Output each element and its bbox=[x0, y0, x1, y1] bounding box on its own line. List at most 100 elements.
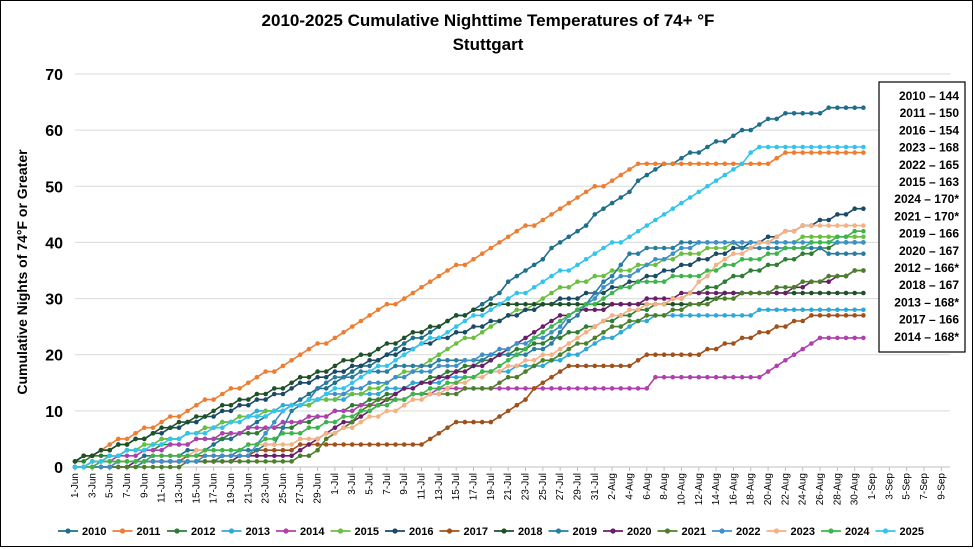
data-point-2012 bbox=[713, 285, 719, 290]
data-point-2015 bbox=[809, 234, 814, 240]
data-point-2024 bbox=[774, 251, 779, 256]
data-point-2010 bbox=[297, 397, 303, 402]
data-point-2017 bbox=[323, 442, 329, 447]
data-point-2025 bbox=[661, 212, 667, 217]
data-point-2014 bbox=[696, 374, 702, 380]
data-point-2010 bbox=[852, 105, 857, 110]
data-point-2025 bbox=[176, 436, 182, 442]
data-point-2022 bbox=[332, 391, 338, 397]
data-point-2017 bbox=[419, 442, 424, 447]
data-point-2021 bbox=[670, 307, 676, 313]
data-point-2024 bbox=[133, 459, 138, 464]
data-point-2018 bbox=[488, 301, 494, 307]
data-point-2021 bbox=[306, 453, 312, 459]
data-point-2025 bbox=[272, 408, 277, 414]
data-point-2018 bbox=[168, 425, 173, 431]
data-point-2017 bbox=[575, 363, 580, 369]
data-point-2020 bbox=[462, 369, 468, 374]
data-point-2012 bbox=[705, 285, 710, 290]
data-point-2013 bbox=[575, 352, 580, 358]
data-point-2013 bbox=[739, 313, 745, 318]
data-point-2018 bbox=[116, 442, 121, 447]
data-point-2025 bbox=[843, 144, 849, 150]
data-point-2016 bbox=[670, 268, 676, 273]
data-point-2019 bbox=[757, 245, 762, 251]
data-point-2014 bbox=[523, 386, 528, 391]
data-point-2017 bbox=[349, 442, 355, 447]
data-point-2018 bbox=[272, 386, 277, 391]
data-point-2019 bbox=[575, 313, 580, 318]
data-point-2023 bbox=[436, 391, 442, 397]
data-point-2020 bbox=[601, 307, 606, 313]
legend-swatch-marker bbox=[719, 528, 725, 534]
data-point-2020 bbox=[774, 290, 779, 296]
data-point-2010 bbox=[757, 122, 762, 127]
data-point-2025 bbox=[783, 144, 788, 150]
data-point-2010 bbox=[627, 189, 632, 195]
data-point-2025 bbox=[332, 386, 338, 391]
data-point-2024 bbox=[670, 273, 676, 279]
data-point-2015 bbox=[427, 358, 433, 363]
data-point-2023 bbox=[514, 363, 520, 369]
data-point-2019 bbox=[566, 318, 572, 324]
data-point-2018 bbox=[679, 301, 684, 307]
data-point-2012 bbox=[367, 397, 372, 402]
data-point-2024 bbox=[696, 273, 702, 279]
data-point-2023 bbox=[809, 223, 814, 228]
data-point-2014 bbox=[228, 431, 234, 436]
data-point-2014 bbox=[791, 352, 797, 358]
data-point-2025 bbox=[375, 363, 381, 369]
data-point-2015 bbox=[263, 408, 268, 414]
data-point-2019 bbox=[661, 245, 667, 251]
data-point-2017 bbox=[653, 352, 658, 358]
data-point-2025 bbox=[263, 414, 268, 419]
data-point-2022 bbox=[185, 459, 190, 464]
data-point-2016 bbox=[731, 245, 736, 251]
data-point-2015 bbox=[583, 279, 589, 285]
data-point-2025 bbox=[471, 313, 476, 318]
data-point-2018 bbox=[531, 301, 537, 307]
data-point-2017 bbox=[540, 380, 546, 386]
data-point-2012 bbox=[220, 436, 225, 442]
data-point-2017 bbox=[393, 442, 398, 447]
data-point-2018 bbox=[220, 402, 225, 408]
data-point-2019 bbox=[384, 369, 390, 374]
data-point-2021 bbox=[445, 391, 450, 397]
data-point-2011 bbox=[523, 223, 528, 228]
data-point-2016 bbox=[358, 363, 364, 369]
data-point-2022 bbox=[497, 346, 502, 352]
data-point-2016 bbox=[696, 257, 702, 262]
data-point-2021 bbox=[826, 273, 831, 279]
data-point-2025 bbox=[549, 273, 554, 279]
series-2023 bbox=[72, 223, 866, 470]
data-point-2019 bbox=[670, 245, 676, 251]
data-point-2017 bbox=[410, 442, 416, 447]
x-tick-label: 10-Aug bbox=[676, 473, 687, 505]
data-point-2022 bbox=[150, 459, 156, 464]
data-point-2022 bbox=[670, 251, 676, 256]
data-point-2019 bbox=[765, 245, 771, 251]
data-point-2020 bbox=[661, 296, 667, 301]
legend-swatch-marker bbox=[228, 528, 235, 534]
data-point-2021 bbox=[462, 386, 468, 391]
data-point-2013 bbox=[731, 313, 736, 318]
legend-item-2017: 2017 bbox=[439, 526, 488, 538]
series-line-2010 bbox=[75, 106, 864, 468]
data-point-2025 bbox=[349, 380, 355, 386]
data-point-2015 bbox=[367, 386, 372, 391]
data-point-2022 bbox=[419, 369, 424, 374]
data-point-2014 bbox=[661, 374, 667, 380]
data-point-2018 bbox=[306, 374, 312, 380]
data-point-2021 bbox=[809, 279, 814, 285]
data-point-2014 bbox=[687, 374, 693, 380]
data-point-2025 bbox=[306, 397, 312, 402]
data-point-2011 bbox=[557, 206, 563, 211]
data-point-2019 bbox=[687, 240, 693, 245]
data-point-2014 bbox=[679, 374, 684, 380]
data-point-2011 bbox=[514, 228, 520, 234]
data-point-2023 bbox=[835, 223, 840, 228]
data-point-2023 bbox=[739, 251, 745, 256]
data-point-2024 bbox=[687, 273, 693, 279]
x-tick-label: 3-Jun bbox=[87, 473, 98, 498]
data-point-2021 bbox=[254, 459, 260, 464]
